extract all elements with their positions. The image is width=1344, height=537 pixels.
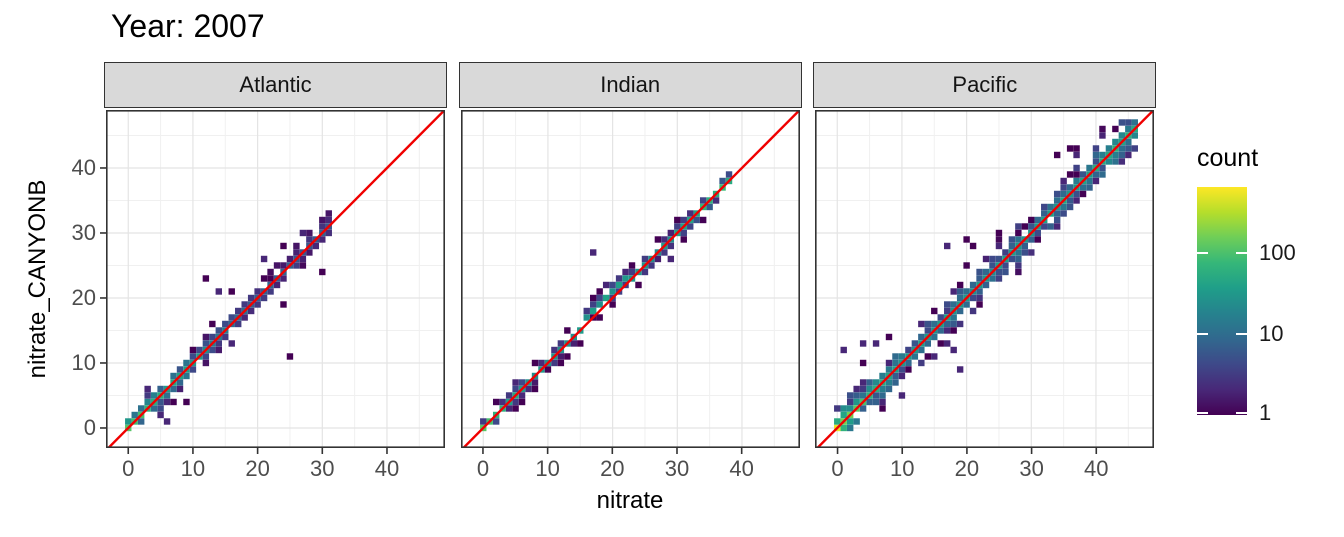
facet-strip-label: Atlantic [239, 72, 312, 97]
x-tick-label: 30 [664, 456, 690, 481]
legend-tick-mark [1236, 412, 1247, 414]
facet-strip-atlantic: Atlantic [104, 62, 447, 108]
y-tick-label: 20 [71, 284, 96, 310]
facet-panel-indian [460, 110, 800, 448]
x-tick-label: 40 [729, 456, 754, 481]
x-tick-label: 0 [831, 456, 844, 481]
x-tick-label: 10 [535, 456, 560, 481]
facet-strip-indian: Indian [458, 62, 802, 108]
legend-tick-label: 1 [1259, 400, 1272, 425]
facet-panel-pacific [815, 110, 1155, 448]
legend-tick-label: 100 [1259, 239, 1296, 265]
legend-tick-mark [1236, 332, 1247, 335]
x-tick-label: 20 [245, 456, 270, 481]
x-tick-label: 30 [310, 456, 335, 481]
x-tick-label: 20 [954, 456, 980, 481]
x-tick-label: 0 [476, 456, 490, 481]
legend-colorbar [1197, 187, 1247, 415]
y-tick-label: 10 [71, 349, 96, 375]
facet-strip-label: Indian [600, 72, 661, 97]
x-axis-title: nitrate [596, 487, 664, 514]
facet-strip-pacific: Pacific [813, 62, 1157, 108]
legend-tick-mark [1197, 412, 1208, 414]
y-tick-label: 30 [71, 219, 96, 245]
y-axis-title: nitrate_CANYONB [24, 179, 51, 379]
chart-title: Year: 2007 [111, 8, 265, 44]
legend-tick-mark [1236, 251, 1247, 254]
x-tick-label: 40 [374, 456, 400, 481]
legend-tick-label: 10 [1259, 320, 1284, 346]
y-tick-label: 40 [71, 154, 96, 180]
legend-tick-mark [1197, 332, 1208, 335]
legend-title: count [1197, 144, 1259, 172]
legend-tick-mark [1197, 251, 1208, 254]
facet-panel-atlantic [106, 110, 445, 448]
y-tick-label: 0 [83, 414, 96, 440]
x-tick-label: 40 [1084, 456, 1109, 481]
x-tick-label: 10 [180, 456, 206, 481]
x-tick-label: 20 [600, 456, 625, 481]
x-tick-label: 0 [122, 456, 135, 481]
x-tick-label: 10 [889, 456, 915, 481]
facet-strip-label: Pacific [952, 72, 1018, 97]
x-tick-label: 30 [1019, 456, 1044, 481]
